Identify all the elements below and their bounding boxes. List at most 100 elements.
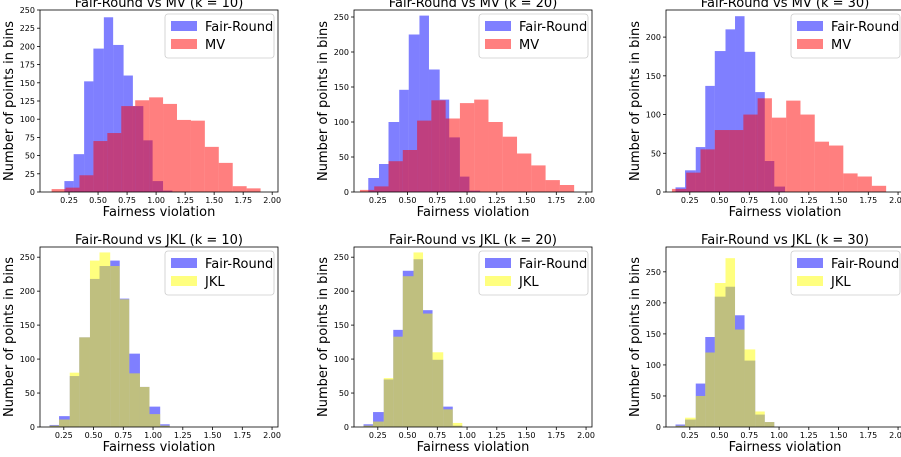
histogram-bar — [431, 100, 446, 192]
histogram-bar — [714, 51, 726, 192]
legend: Fair-Round MV — [478, 13, 589, 59]
x-tick-label: 0.50 — [85, 431, 103, 440]
y-tick-label: 250 — [20, 6, 35, 15]
legend-swatch — [797, 258, 823, 268]
x-tick-label: 1.25 — [176, 196, 194, 205]
histogram-bar — [871, 185, 887, 192]
histogram-bar — [488, 122, 503, 192]
legend-swatch — [797, 39, 823, 49]
histogram-bar — [51, 189, 66, 192]
y-tick-label: 0 — [656, 188, 661, 197]
legend: Fair-Round MV — [790, 13, 901, 59]
y-tick-label: 100 — [646, 111, 661, 120]
legend-entry: Fair-Round — [831, 20, 899, 35]
x-tick-label: 0.25 — [55, 431, 73, 440]
histogram-bar — [176, 119, 191, 192]
histogram-bar — [423, 313, 433, 427]
histogram-bar — [729, 130, 744, 192]
histogram-bar — [383, 378, 394, 427]
legend-entry: MV — [519, 38, 539, 53]
y-tick-label: 150 — [334, 321, 349, 330]
histogram-bar — [402, 276, 414, 427]
legend: Fair-Round MV — [164, 13, 275, 59]
x-tick-label: 0.50 — [89, 196, 107, 205]
y-tick-label: 175 — [20, 61, 35, 70]
histogram-bar — [73, 154, 85, 192]
legend-swatch — [485, 21, 511, 31]
histogram-bar — [103, 17, 114, 193]
x-tick-label: 0.75 — [114, 431, 132, 440]
histogram-bar — [373, 412, 384, 427]
y-tick-label: 50 — [25, 389, 35, 398]
x-tick-label: 1.25 — [800, 431, 818, 440]
histogram-bar — [190, 120, 205, 192]
histogram-bar — [69, 372, 80, 427]
x-tick-label: 0.75 — [118, 196, 136, 205]
x-tick-label: 0.75 — [740, 196, 758, 205]
legend: Fair-Round JKL — [164, 250, 275, 296]
x-tick-label: 1.25 — [488, 431, 506, 440]
histogram-bar — [459, 103, 475, 192]
histogram-bar — [79, 175, 94, 192]
x-tick-label: 1.50 — [830, 196, 848, 205]
series-mv — [359, 99, 575, 192]
legend-swatch — [797, 21, 823, 31]
x-tick-label: 1.50 — [204, 431, 222, 440]
histogram-bar — [705, 352, 715, 427]
histogram-bar — [755, 411, 765, 427]
y-tick-label: 100 — [334, 118, 349, 127]
legend-entry: Fair-Round — [205, 257, 273, 272]
histogram-bar — [735, 329, 745, 427]
y-tick-label: 200 — [334, 48, 349, 57]
x-tick-label: 1.00 — [147, 196, 165, 205]
x-tick-label: 0.75 — [428, 431, 446, 440]
y-tick-label: 150 — [646, 330, 661, 339]
histogram-bar — [232, 186, 247, 192]
y-tick-label: 150 — [20, 321, 35, 330]
histogram-bar — [110, 266, 120, 427]
histogram-bar — [432, 352, 444, 427]
x-tick-label: 1.75 — [859, 431, 877, 440]
histogram-bar — [129, 373, 140, 427]
histogram-bar — [771, 117, 787, 192]
histogram-bar — [725, 258, 736, 427]
x-tick-label: 0.50 — [711, 431, 729, 440]
histogram-bar — [700, 149, 715, 192]
y-axis-label: Number of points in bins — [628, 257, 643, 417]
histogram-bar — [121, 106, 136, 192]
x-tick-label: 2.00 — [577, 196, 595, 205]
histogram-bar — [443, 409, 453, 427]
x-tick-label: 1.75 — [859, 196, 877, 205]
histogram-bar — [149, 414, 161, 427]
y-tick-label: 250 — [334, 13, 349, 22]
x-axis-label: Fairness violation — [103, 205, 216, 220]
legend-entry: Fair-Round — [519, 257, 587, 272]
chart-title: Fair-Round vs JKL (k = 10) — [75, 233, 243, 248]
y-tick-label: 0 — [344, 423, 349, 432]
axes-frame — [353, 246, 593, 428]
axes-frame — [353, 9, 593, 193]
x-tick-label: 0.25 — [681, 196, 699, 205]
y-tick-label: 25 — [25, 170, 35, 179]
chart-title: Fair-Round vs MV (k = 30) — [701, 0, 870, 11]
histogram-bar — [686, 172, 701, 192]
series-jkl — [49, 252, 170, 427]
histogram-bar — [695, 395, 706, 427]
y-tick-label: 150 — [646, 72, 661, 81]
x-tick-label: 1.00 — [458, 196, 476, 205]
y-tick-label: 250 — [646, 268, 661, 277]
subplot-6: 0.25 0.50 0.75 1.00 1.25 1.50 1.75 2.00 0 50 100 15… — [628, 233, 901, 455]
x-tick-label: 1.75 — [233, 431, 251, 440]
y-tick-label: 200 — [646, 299, 661, 308]
legend-swatch — [485, 276, 511, 286]
histogram-bar — [368, 178, 379, 192]
histogram-bar — [786, 100, 801, 192]
y-tick-label: 100 — [646, 361, 661, 370]
histogram-bar — [402, 150, 418, 192]
y-tick-label: 200 — [334, 287, 349, 296]
histogram-bar — [445, 118, 460, 192]
y-axis-label: Number of points in bins — [628, 21, 643, 181]
legend-entry: Fair-Round — [519, 20, 587, 35]
x-tick-label: 1.75 — [234, 196, 252, 205]
legend-swatch — [797, 276, 823, 286]
